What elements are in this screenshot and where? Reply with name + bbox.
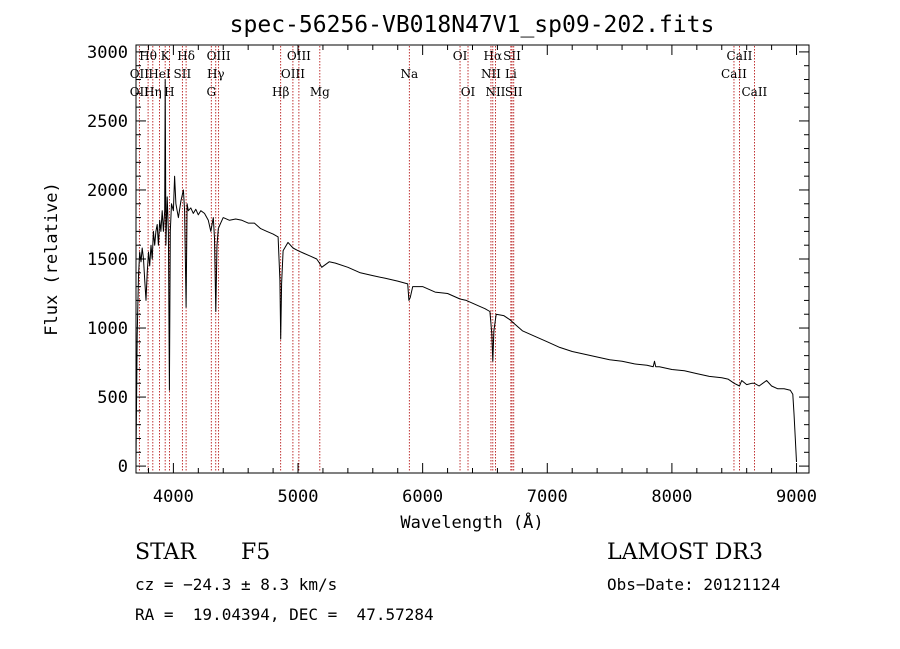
spectral-line-label: OII [130,85,150,99]
y-tick-label: 3000 [87,43,128,63]
spectral-line-label: SII [174,67,192,81]
spectral-line-label: H [164,85,174,99]
axes: 4000 5000 6000 7000 8000 9000 0 500 1000 1500 2000… [87,43,817,507]
spectral-line-label: Hη [144,85,162,99]
spectral-line-label: OI [453,49,468,63]
spectral-line-label: Li [505,67,517,81]
spectral-line-label: NII [485,85,505,99]
spectral-line-label: OIII [281,67,305,81]
spectral-line-label: Hγ [207,67,225,81]
object-class: STAR [135,540,196,565]
spectral-line-label: Mg [310,85,330,99]
y-tick-label: 500 [97,388,128,408]
spectral-line-label: OIII [287,49,311,63]
object-subclass: F5 [241,540,271,565]
y-tick-label: 2500 [87,112,128,132]
spectral-line-label: SII [503,49,521,63]
chart-title: spec-56256-VB018N47V1_sp09-202.fits [230,12,715,38]
spectral-line-label: SII [505,85,523,99]
spectral-line-label: Hβ [272,85,289,99]
x-tick-label: 4000 [153,487,194,507]
spectral-line-label: OIII [207,49,231,63]
x-tick-label: 7000 [527,487,568,507]
x-tick-label: 9000 [776,487,817,507]
spectral-line-label: Hθ [139,49,157,63]
spectral-line-label: HeI [148,67,171,81]
y-tick-label: 0 [118,457,128,477]
plot-frame [135,44,810,474]
spectral-line-label: Hδ [177,49,195,63]
spectral-line-label: CaII [741,85,767,99]
coordinates: RA = 19.04394, DEC = 47.57284 [135,605,434,624]
y-tick-label: 1000 [87,319,128,339]
observation-date: Obs−Date: 20121124 [607,575,781,594]
y-tick-label: 1500 [87,250,128,270]
y-tick-label: 2000 [87,181,128,201]
x-tick-label: 6000 [402,487,443,507]
spectral-line-label: CaII [727,49,753,63]
spectral-line-label: NII [481,67,501,81]
spectrum-line [135,79,797,463]
y-axis-label: Flux (relative) [42,182,62,336]
spectral-line-label: Hα [484,49,503,63]
spectral-line-label: CaII [721,67,747,81]
x-axis-label: Wavelength (Å) [400,511,543,533]
spectral-line-label: OI [461,85,476,99]
x-tick-label: 8000 [651,487,692,507]
spectral-line-label: G [206,85,216,99]
spectral-line-label: Na [400,67,418,81]
redshift-velocity: cz = −24.3 ± 8.3 km/s [135,575,338,594]
survey-name: LAMOST DR3 [607,540,763,565]
spectral-line-label: OII [130,67,150,81]
spectral-line-label: K [161,49,171,63]
x-tick-label: 5000 [278,487,319,507]
spectrum-series [135,79,797,463]
